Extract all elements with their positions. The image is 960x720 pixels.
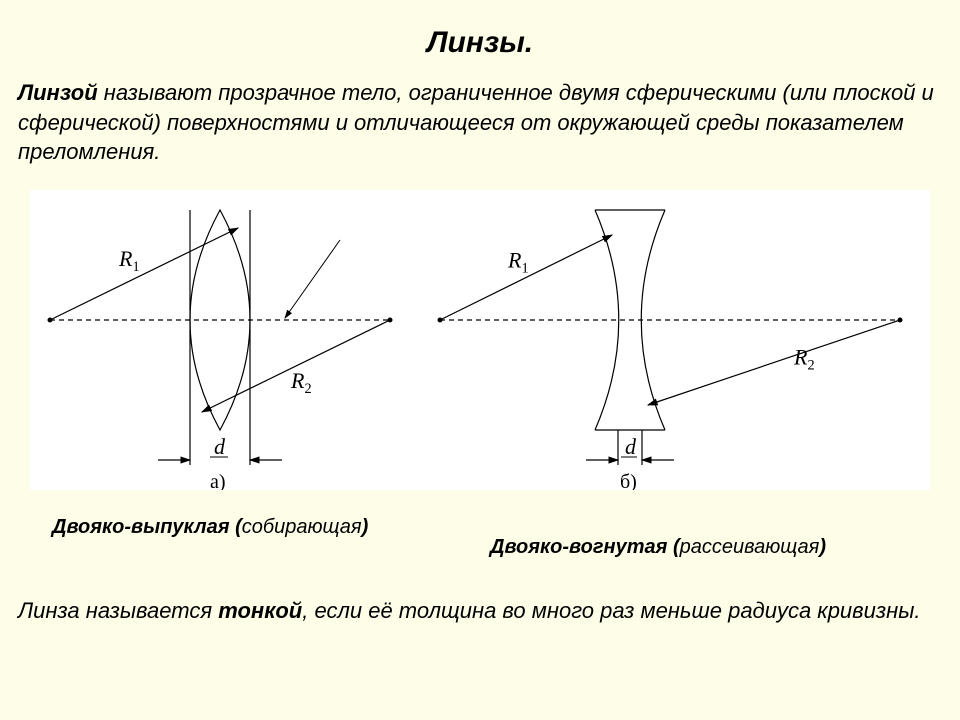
page-title: Линзы. — [0, 26, 960, 60]
thin-lens-bold: тонкой — [218, 598, 302, 623]
convex-caption-bold: Двояко-выпуклая ( — [52, 516, 242, 538]
definition-paragraph: Линзой называют прозрачное тело, огранич… — [18, 78, 938, 167]
svg-text:d: d — [214, 434, 226, 459]
concave-caption-bold: Двояко-вогнутая ( — [490, 536, 680, 558]
concave-caption-italic: рассеивающая — [680, 536, 820, 558]
thin-lens-post: , если её толщина во много раз меньше ра… — [302, 598, 920, 623]
convex-caption: Двояко-выпуклая (собирающая) — [52, 516, 368, 539]
lens-diagram: R1R2dа)R1R2dб) — [30, 190, 930, 490]
svg-text:б): б) — [620, 471, 637, 490]
concave-caption: Двояко-вогнутая (рассеивающая) — [490, 536, 826, 559]
convex-caption-italic: собирающая — [242, 516, 362, 538]
concave-caption-close: ) — [819, 536, 826, 558]
svg-text:d: d — [625, 434, 637, 459]
slide-page: Линзы. Линзой называют прозрачное тело, … — [0, 0, 960, 720]
definition-lead: Линзой — [18, 80, 98, 105]
convex-caption-close: ) — [362, 516, 369, 538]
thin-lens-paragraph: Линза называется тонкой, если её толщина… — [18, 596, 938, 626]
svg-text:а): а) — [210, 471, 226, 490]
thin-lens-pre: Линза называется — [18, 598, 218, 623]
title-text: Линзы. — [427, 26, 533, 59]
definition-rest: называют прозрачное тело, ограниченное д… — [18, 80, 934, 164]
